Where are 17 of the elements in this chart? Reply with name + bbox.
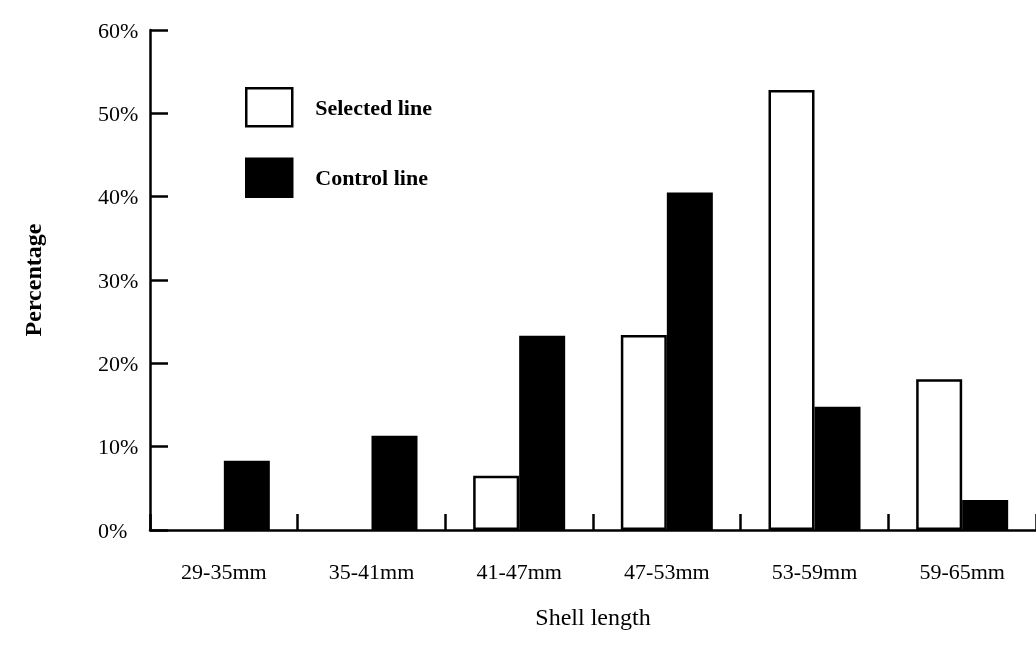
x-axis-title: Shell length: [535, 604, 651, 630]
legend-label: Selected line: [315, 94, 433, 120]
y-tick-label: 20%: [98, 350, 139, 376]
legend-label: Control line: [315, 165, 429, 191]
y-tick-label: 60%: [98, 17, 139, 43]
y-tick-label: 50%: [98, 100, 139, 126]
y-axis-title: Percentage: [20, 223, 46, 337]
x-tick-label: 59-65mm: [919, 558, 1005, 584]
x-tick-label: 53-59mm: [771, 558, 858, 584]
x-tick-label: 47-53mm: [624, 558, 710, 584]
y-tick-label: 10%: [98, 434, 139, 460]
y-tick-label: 40%: [98, 184, 139, 210]
x-tick-label: 35-41mm: [328, 558, 415, 584]
y-tick-label: 0%: [98, 517, 128, 543]
x-tick-label: 41-47mm: [476, 558, 562, 584]
x-tick-label: 29-35mm: [181, 558, 267, 584]
y-tick-label: 30%: [98, 267, 139, 293]
